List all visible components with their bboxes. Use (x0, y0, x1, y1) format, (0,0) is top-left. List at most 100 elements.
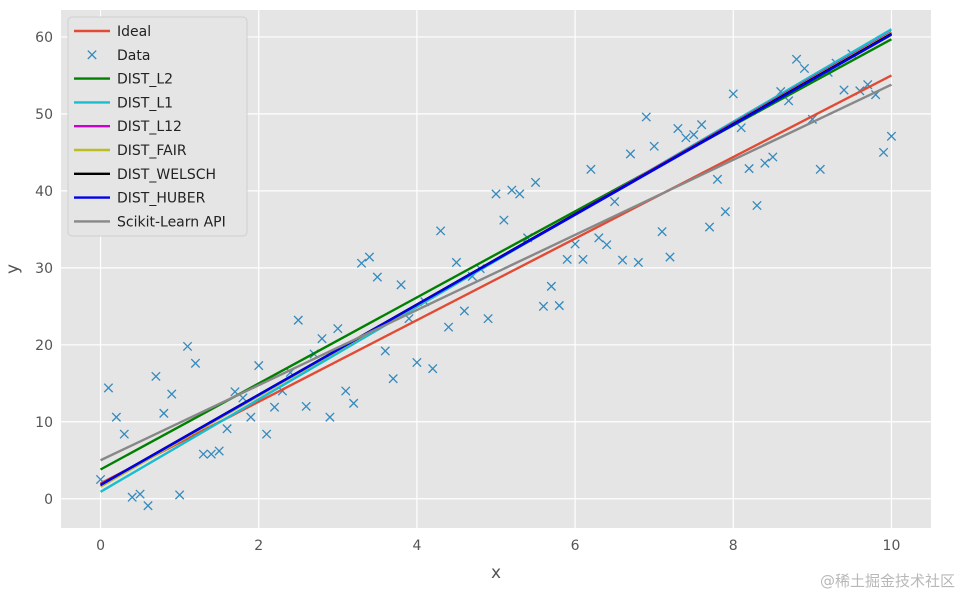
legend-item-dist-l2: DIST_L2 (74, 72, 173, 88)
legend-item-dist-fair: DIST_FAIR (74, 143, 187, 159)
legend-label: Ideal (117, 24, 151, 40)
legend-label: DIST_L12 (117, 119, 182, 135)
data-point (167, 389, 177, 399)
data-point (261, 429, 272, 439)
data-points (95, 49, 897, 511)
data-point (190, 358, 201, 368)
data-point (214, 446, 224, 456)
data-point (198, 449, 209, 459)
data-point (696, 120, 707, 130)
data-point (720, 206, 731, 217)
y-tick-label: 20 (35, 338, 53, 354)
data-point (127, 492, 137, 502)
y-axis-label: y (3, 264, 23, 274)
data-point (657, 227, 667, 237)
data-point (649, 141, 659, 151)
data-point (602, 240, 612, 250)
data-point (799, 63, 810, 74)
data-point (435, 226, 446, 236)
data-point (222, 424, 232, 434)
series-line-scikit-learn-api (100, 83, 892, 462)
data-point (815, 164, 825, 174)
data-point (578, 254, 588, 265)
data-point (499, 215, 509, 225)
data-point (617, 255, 628, 265)
data-point (681, 133, 691, 143)
data-point (744, 163, 754, 174)
legend-item-dist-l1: DIST_L1 (74, 95, 173, 111)
data-point (625, 149, 636, 159)
series-lines (99, 28, 893, 493)
legend-label: DIST_WELSCH (117, 167, 216, 183)
data-point (665, 252, 675, 262)
data-point (135, 489, 145, 499)
series-line-dist-huber (99, 33, 893, 486)
y-tick-label: 50 (35, 107, 53, 123)
data-point (609, 196, 620, 207)
data-point (752, 200, 762, 211)
legend-marker (87, 50, 97, 60)
data-point (356, 258, 367, 268)
data-point (206, 449, 216, 459)
legend-label: Data (117, 48, 150, 64)
y-tick-label: 40 (35, 184, 53, 200)
data-point (159, 408, 169, 418)
data-point (103, 383, 114, 393)
data-point (689, 130, 699, 140)
data-point (182, 341, 193, 352)
data-point (269, 402, 280, 412)
data-point (586, 164, 596, 174)
data-point (839, 85, 849, 95)
data-point (380, 346, 390, 356)
data-point (151, 371, 161, 382)
data-point (491, 189, 501, 199)
legend-label: DIST_L1 (117, 95, 173, 111)
data-point (760, 158, 770, 168)
data-point (451, 257, 462, 268)
data-point (364, 252, 375, 262)
x-tick-label: 2 (254, 538, 263, 554)
data-point (594, 233, 604, 243)
data-point (886, 131, 897, 141)
data-point (443, 322, 454, 332)
data-point (704, 222, 715, 232)
data-point (736, 123, 746, 133)
legend-item-data: Data (87, 48, 150, 64)
data-point (254, 360, 264, 371)
legend-label: Scikit-Learn API (117, 214, 226, 230)
legend-label: DIST_FAIR (117, 143, 187, 159)
legend-label: DIST_L2 (117, 72, 173, 88)
data-point (530, 177, 541, 188)
data-point (641, 112, 651, 122)
data-point (791, 54, 802, 64)
data-point (301, 401, 311, 412)
data-point (317, 333, 327, 344)
data-point (728, 89, 738, 99)
data-point (483, 313, 493, 324)
x-tick-label: 4 (412, 538, 421, 554)
data-point (388, 374, 398, 384)
legend: Ideal Data DIST_L2 DIST_L1 DIST_L12 DIST_FAIR… (67, 16, 248, 237)
data-point (293, 315, 303, 325)
legend-item-dist-l12: DIST_L12 (74, 119, 182, 135)
data-point (515, 189, 525, 199)
x-tick-label: 0 (96, 538, 105, 554)
data-point (459, 306, 470, 316)
data-point (633, 257, 644, 268)
y-tick-label: 60 (35, 30, 53, 46)
y-tick-label: 0 (44, 492, 53, 508)
data-point (174, 490, 185, 500)
x-tick-label: 10 (883, 538, 901, 554)
data-point (878, 147, 889, 158)
data-point (412, 357, 422, 368)
data-point (111, 412, 122, 422)
y-tick-label: 10 (35, 415, 53, 431)
legend-item-dist-huber: DIST_HUBER (74, 191, 206, 207)
y-tick-label: 30 (35, 261, 53, 277)
legend-box (67, 16, 248, 237)
watermark: @稀土掘金技术社区 (819, 572, 955, 590)
x-tick-label: 6 (571, 538, 580, 554)
data-point (546, 281, 557, 291)
data-point (673, 123, 683, 134)
data-point (554, 300, 564, 311)
